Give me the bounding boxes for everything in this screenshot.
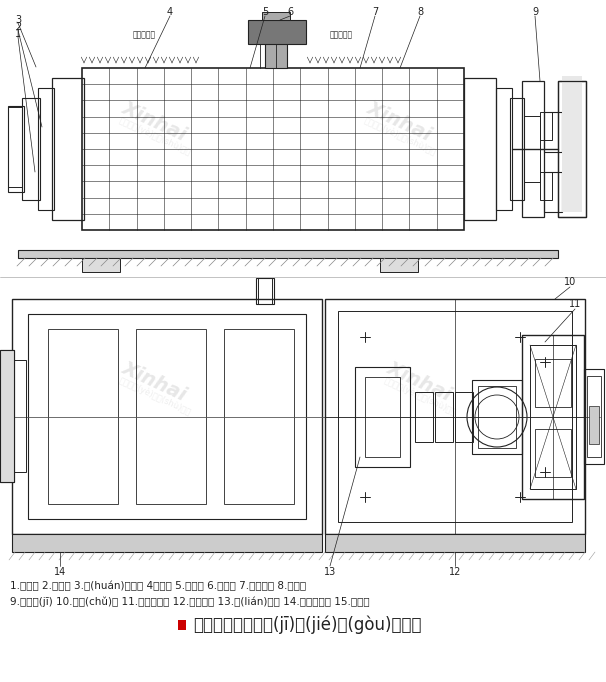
Bar <box>522 335 584 499</box>
Text: 4: 4 <box>167 7 173 17</box>
Text: 1: 1 <box>15 29 21 39</box>
Text: 10: 10 <box>564 277 576 287</box>
Bar <box>365 377 400 457</box>
Text: 2: 2 <box>15 22 21 32</box>
Text: 9.電動機(jī) 10.基礎(chǔ)圖 11.空氣離合器 12.支承軸承 13.聯(lián)軸器 14.慢速傳動部 15.稀油站: 9.電動機(jī) 10.基礎(chǔ)圖 11.空氣離合器 12.支承軸承 1… <box>10 597 370 607</box>
Bar <box>224 329 294 504</box>
Bar <box>0 350 14 482</box>
Bar <box>12 534 322 552</box>
Text: 1.給料器 2.軸承部 3.環(huán)形密封 4進料部 5.筒體部 6.傳動部 7.起重裝置 8.出料部: 1.給料器 2.軸承部 3.環(huán)形密封 4進料部 5.筒體部 6.傳動… <box>10 581 306 591</box>
Bar <box>265 20 287 68</box>
Bar <box>22 98 40 200</box>
Bar <box>48 329 118 504</box>
Bar <box>355 367 410 467</box>
Bar <box>82 68 464 230</box>
Bar <box>325 299 585 534</box>
Text: 13: 13 <box>324 567 336 577</box>
Bar <box>178 620 186 630</box>
Bar <box>325 534 585 552</box>
Text: Xinhai: Xinhai <box>119 359 190 405</box>
Text: 鑫海礦業(yè)技術(shù)裝備: 鑫海礦業(yè)技術(shù)裝備 <box>118 115 193 157</box>
Text: 11: 11 <box>569 299 581 309</box>
Text: 3: 3 <box>15 15 21 25</box>
Bar <box>564 157 580 207</box>
Text: Xinhai: Xinhai <box>365 99 435 145</box>
Bar <box>248 20 306 44</box>
Bar <box>52 78 84 220</box>
Bar <box>136 329 206 504</box>
Bar <box>535 359 571 407</box>
Bar <box>256 278 274 304</box>
Bar <box>18 250 558 258</box>
Bar <box>14 360 26 472</box>
Bar <box>455 392 473 442</box>
Bar <box>464 78 496 220</box>
Bar <box>82 258 120 272</box>
Bar <box>496 88 512 210</box>
Bar <box>8 106 24 192</box>
Bar <box>564 92 580 142</box>
Bar <box>510 98 524 200</box>
Bar <box>262 12 290 20</box>
Bar <box>562 76 582 212</box>
Text: Xinhai: Xinhai <box>119 99 190 145</box>
Text: 低壓給礦口: 低壓給礦口 <box>133 31 156 40</box>
Bar <box>535 429 571 477</box>
Text: 低壓進水口: 低壓進水口 <box>330 31 353 40</box>
Bar <box>0 350 14 482</box>
Text: 6: 6 <box>287 7 293 17</box>
Text: 鑫海礦業(yè)技術(shù)裝備: 鑫海礦業(yè)技術(shù)裝備 <box>382 375 458 417</box>
Bar <box>584 369 604 464</box>
Bar <box>12 299 322 534</box>
Bar <box>587 376 601 457</box>
Text: Xinhai: Xinhai <box>385 359 455 405</box>
Bar <box>472 380 522 454</box>
Text: 7: 7 <box>372 7 378 17</box>
Bar <box>544 172 562 212</box>
Bar <box>415 392 433 442</box>
Bar <box>540 112 552 140</box>
Bar <box>524 116 540 182</box>
Text: 5: 5 <box>262 7 268 17</box>
Bar <box>522 81 544 217</box>
Bar <box>478 386 516 448</box>
Bar <box>530 345 576 489</box>
Bar <box>338 311 572 522</box>
Bar <box>558 81 586 217</box>
Text: 鑫海礦業(yè)技術(shù)裝備: 鑫海礦業(yè)技術(shù)裝備 <box>362 115 438 157</box>
Text: 12: 12 <box>449 567 461 577</box>
Bar <box>558 81 586 217</box>
Bar <box>544 112 562 152</box>
Bar <box>380 258 418 272</box>
Text: 鑫海礦業(yè)技術(shù)裝備: 鑫海礦業(yè)技術(shù)裝備 <box>118 375 193 417</box>
Bar <box>28 314 306 519</box>
Bar <box>589 406 599 444</box>
Bar <box>435 392 453 442</box>
Bar <box>38 88 54 210</box>
Text: 9: 9 <box>532 7 538 17</box>
Text: 8: 8 <box>417 7 423 17</box>
Bar <box>540 172 552 200</box>
Text: 濕式溢流型球磨機(jī)結(jié)構(gòu)原理圖: 濕式溢流型球磨機(jī)結(jié)構(gòu)原理圖 <box>193 616 422 634</box>
Text: 14: 14 <box>54 567 66 577</box>
